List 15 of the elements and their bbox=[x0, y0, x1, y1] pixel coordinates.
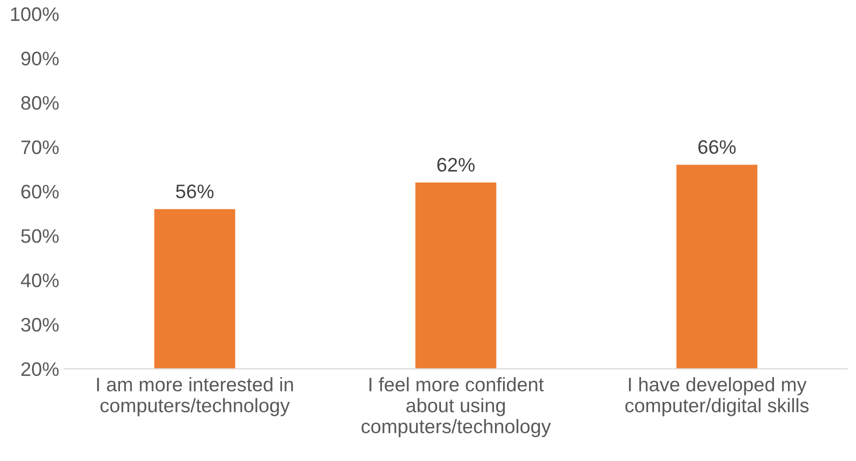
y-tick-label: 80% bbox=[21, 96, 59, 110]
y-tick-label: 50% bbox=[21, 229, 59, 243]
x-tick-label: I have developed my computer/digital skills bbox=[625, 377, 809, 416]
y-tick-label: 100% bbox=[11, 7, 59, 22]
y-tick-label: 30% bbox=[21, 318, 59, 332]
y-tick-label: 90% bbox=[21, 52, 59, 66]
y-tick-label: 60% bbox=[21, 184, 59, 199]
y-tick-label: 70% bbox=[21, 140, 59, 154]
data-label: 66% bbox=[698, 140, 736, 154]
x-tick-label: I feel more confident about using computers/technology bbox=[362, 377, 551, 438]
y-tick-label: 20% bbox=[21, 362, 59, 376]
data-label: 56% bbox=[176, 184, 214, 198]
x-tick-label: I am more interested in computers/technology bbox=[97, 377, 293, 416]
data-label: 62% bbox=[437, 158, 475, 172]
y-tick-label: 40% bbox=[20, 274, 59, 288]
